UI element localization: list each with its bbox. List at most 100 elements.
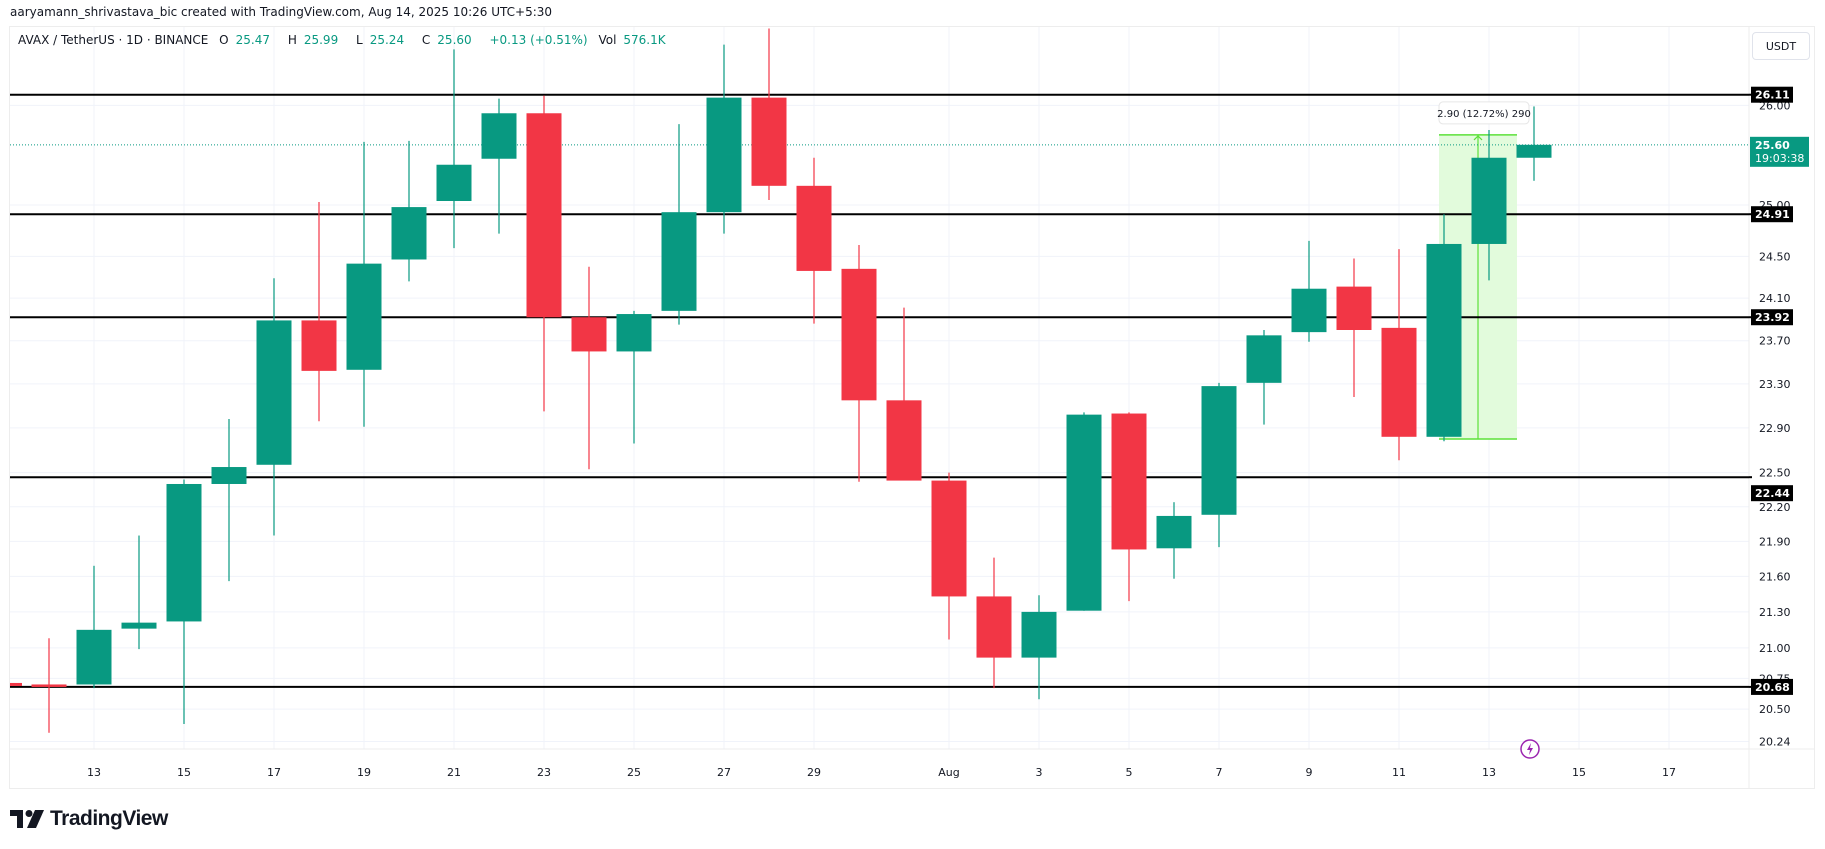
- price-tick-label: 20.24: [1759, 736, 1791, 749]
- last-price-tag: [1750, 136, 1809, 167]
- candle[interactable]: [166, 479, 202, 725]
- tradingview-logo: TradingView: [10, 807, 168, 831]
- candle-body: [391, 207, 427, 260]
- time-tick-label: 13: [1482, 766, 1496, 779]
- time-tick-label: 25: [627, 766, 641, 779]
- currency-button[interactable]: USDT: [1752, 32, 1810, 60]
- time-tick-label: 19: [357, 766, 371, 779]
- candle[interactable]: [1381, 249, 1417, 461]
- price-change: +0.13 (+0.51%): [489, 33, 588, 47]
- candle-body: [481, 113, 517, 159]
- price-tick-label: 22.90: [1759, 422, 1791, 435]
- tradingview-logo-icon: [10, 810, 44, 828]
- candle-body: [1426, 243, 1462, 437]
- time-tick-label: 17: [1662, 766, 1676, 779]
- lightning-icon: [1527, 743, 1533, 755]
- candle[interactable]: [976, 557, 1012, 689]
- candle[interactable]: [211, 419, 247, 582]
- candle-body: [211, 467, 247, 484]
- logo-text: TradingView: [50, 807, 168, 830]
- candle-body: [256, 320, 292, 465]
- candle-body: [301, 320, 337, 371]
- price-tick-label: 21.60: [1759, 570, 1791, 583]
- candle[interactable]: [526, 95, 562, 412]
- candle[interactable]: [706, 44, 742, 234]
- symbol-name[interactable]: AVAX / TetherUS · 1D · BINANCE: [18, 33, 209, 47]
- candle[interactable]: [796, 157, 832, 324]
- candle[interactable]: [616, 310, 652, 444]
- time-tick-label: 7: [1216, 766, 1223, 779]
- candle[interactable]: [1246, 329, 1282, 425]
- time-tick-label: 3: [1036, 766, 1043, 779]
- time-tick-label: 13: [87, 766, 101, 779]
- candle-body: [931, 480, 967, 597]
- candle[interactable]: [346, 141, 382, 427]
- candle[interactable]: [751, 28, 787, 200]
- candle[interactable]: [1066, 412, 1102, 611]
- candle[interactable]: [1021, 595, 1057, 700]
- price-tick-label: 23.70: [1759, 335, 1791, 348]
- candle[interactable]: [1111, 412, 1147, 602]
- measure-label: 2.90 (12.72%) 290: [1437, 109, 1531, 120]
- candle[interactable]: [1201, 382, 1237, 548]
- candle[interactable]: [481, 98, 517, 234]
- level-tag-label: 23.92: [1755, 311, 1790, 324]
- candle[interactable]: [121, 535, 157, 650]
- time-tick-label: 27: [717, 766, 731, 779]
- candle-body: [166, 483, 202, 622]
- candle-body: [1246, 335, 1282, 383]
- candle-body: [1066, 414, 1102, 611]
- ohlc-open: O 25.47: [219, 33, 270, 47]
- candle[interactable]: [31, 638, 67, 733]
- time-tick-label: 29: [807, 766, 821, 779]
- candle[interactable]: [436, 49, 472, 249]
- price-tick-label: 21.30: [1759, 606, 1791, 619]
- price-tick-label: 23.30: [1759, 378, 1791, 391]
- candle[interactable]: [1336, 258, 1372, 398]
- time-tick-label: 15: [177, 766, 191, 779]
- partial-candle: [10, 682, 22, 686]
- candle[interactable]: [301, 202, 337, 422]
- level-tag: [1751, 678, 1793, 695]
- price-tick-label: 21.90: [1759, 535, 1791, 548]
- time-tick-label: 15: [1572, 766, 1586, 779]
- candle[interactable]: [1291, 240, 1327, 342]
- time-tick-label: 11: [1392, 766, 1406, 779]
- level-tag-label: 20.68: [1755, 681, 1790, 694]
- candle[interactable]: [571, 266, 607, 470]
- level-tag: [1751, 86, 1793, 103]
- candle[interactable]: [1516, 106, 1552, 181]
- candle-body: [706, 97, 742, 213]
- ohlc-close: C 25.60: [421, 33, 472, 47]
- price-tick-label: 20.50: [1759, 703, 1791, 716]
- candle-body: [1471, 157, 1507, 244]
- candle-body: [436, 164, 472, 201]
- candle[interactable]: [76, 565, 112, 689]
- candle-body: [751, 97, 787, 186]
- candle-body: [526, 113, 562, 318]
- volume: Vol 576.1K: [598, 33, 666, 47]
- candle[interactable]: [661, 124, 697, 325]
- candle-body: [976, 596, 1012, 658]
- candle-body: [1336, 286, 1372, 330]
- candle[interactable]: [886, 307, 922, 481]
- chart-frame: [9, 26, 1815, 789]
- last-price-value: 25.60: [1755, 139, 1790, 152]
- candle-body: [1111, 413, 1147, 550]
- time-tick-label: 9: [1306, 766, 1313, 779]
- candle[interactable]: [391, 140, 427, 282]
- candle-body: [1516, 144, 1552, 158]
- candle-body: [346, 263, 382, 370]
- candle[interactable]: [841, 244, 877, 482]
- candle[interactable]: [1426, 214, 1462, 442]
- candle[interactable]: [931, 472, 967, 640]
- candle-body: [1201, 386, 1237, 515]
- candle[interactable]: [1471, 129, 1507, 281]
- candle-body: [841, 268, 877, 401]
- price-tick-label: 22.20: [1759, 501, 1791, 514]
- candle[interactable]: [1156, 502, 1192, 579]
- candle[interactable]: [256, 278, 292, 536]
- price-tick-label: 24.50: [1759, 250, 1791, 263]
- price-tick-label: 22.50: [1759, 467, 1791, 480]
